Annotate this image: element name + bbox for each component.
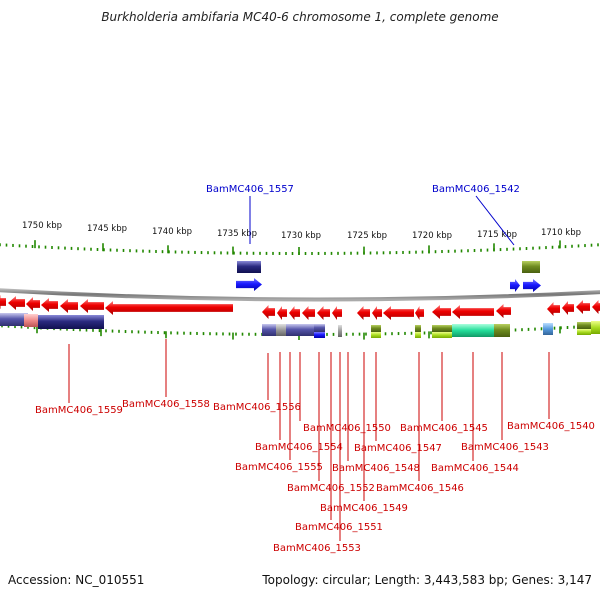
outer-tick-ring (0, 240, 599, 255)
gene-label: BamMC406_1546 (376, 483, 464, 494)
reverse-feature (577, 329, 591, 335)
reverse-gene (80, 299, 104, 313)
forward-gene (510, 279, 520, 292)
reverse-gene (357, 306, 370, 320)
forward-gene (523, 279, 541, 292)
reverse-feature (338, 325, 342, 337)
reverse-feature (432, 332, 452, 338)
gene-label: BamMC406_1545 (400, 423, 488, 434)
reverse-gene (383, 306, 414, 320)
reverse-feature (314, 324, 325, 332)
reverse-gene (317, 306, 330, 320)
gene-label: BamMC406_1559 (35, 405, 123, 416)
reverse-gene (576, 300, 590, 314)
gene-label: BamMC406_1544 (431, 463, 519, 474)
scale-label: 1745 kbp (87, 224, 127, 234)
reverse-gene (262, 305, 275, 319)
reverse-gene (41, 298, 58, 312)
reverse-gene (496, 304, 511, 318)
reverse-gene (452, 305, 494, 319)
reverse-feature (371, 325, 381, 332)
gene-label: BamMC406_1550 (303, 423, 391, 434)
reverse-feature (432, 325, 452, 332)
gene-label: BamMC406_1554 (255, 442, 343, 453)
reverse-gene (105, 301, 233, 315)
scale-label: 1715 kbp (477, 230, 517, 240)
reverse-gene (547, 302, 560, 316)
reverse-gene (332, 306, 342, 320)
reverse-feature (262, 324, 276, 336)
reverse-feature (591, 321, 600, 334)
reverse-feature (314, 332, 325, 338)
gene-label: BamMC406_1543 (461, 442, 549, 453)
gene-label: BamMC406_1540 (507, 421, 595, 432)
gene-label: BamMC406_1549 (320, 503, 408, 514)
reverse-feature (0, 313, 28, 326)
scale-label: 1720 kbp (412, 231, 452, 241)
reverse-feature (38, 315, 104, 329)
gene-label: BamMC406_1553 (273, 543, 361, 554)
forward-feature (522, 261, 540, 273)
reverse-feature (452, 324, 494, 337)
reverse-feature (577, 322, 591, 329)
reverse-gene (289, 306, 300, 320)
scale-label: 1750 kbp (22, 221, 62, 231)
reverse-feature (543, 323, 553, 335)
scale-label: 1710 kbp (541, 228, 581, 238)
accession-text: Accession: NC_010551 (8, 573, 145, 587)
reverse-feature (286, 324, 314, 336)
gene-label: BamMC406_1551 (295, 522, 383, 533)
gene-label: BamMC406_1548 (332, 463, 420, 474)
gene-label: BamMC406_1555 (235, 462, 323, 473)
map-title: Burkholderia ambifaria MC40-6 chromosome… (101, 10, 499, 24)
reverse-feature (494, 324, 510, 337)
reverse-gene (26, 297, 40, 311)
scale-label: 1730 kbp (281, 231, 321, 241)
reverse-gene (277, 306, 287, 320)
gene-label: BamMC406_1557 (206, 184, 294, 195)
scale-label: 1735 kbp (217, 229, 257, 239)
scale-label: 1740 kbp (152, 227, 192, 237)
reverse-gene (8, 296, 25, 310)
reverse-feature (415, 325, 421, 332)
gene-label: BamMC406_1558 (122, 399, 210, 410)
reverse-gene (372, 306, 382, 320)
reverse-gene (432, 305, 451, 319)
reverse-feature (415, 332, 421, 338)
reverse-gene (60, 299, 78, 313)
gene-label: BamMC406_1547 (354, 443, 442, 454)
scale-labels: 1750 kbp 1745 kbp 1740 kbp 1735 kbp 1730 kbp… (22, 221, 581, 241)
reverse-gene (302, 306, 315, 320)
callout-line (475, 195, 515, 246)
gene-label: BamMC406_1556 (213, 402, 301, 413)
reverse-gene (562, 301, 574, 315)
genome-backbone (0, 288, 600, 302)
forward-gene (236, 278, 262, 291)
reverse-feature (24, 314, 38, 327)
reverse-feature (371, 332, 381, 338)
gene-label: BamMC406_1542 (432, 184, 520, 195)
gene-callouts: BamMC406_1557 BamMC406_1542BamMC406_1559B… (35, 184, 595, 554)
forward-feature (237, 261, 261, 273)
reverse-gene (0, 295, 6, 309)
scale-label: 1725 kbp (347, 231, 387, 241)
reverse-gene (592, 300, 600, 314)
reverse-gene (415, 306, 424, 320)
genome-stats-text: Topology: circular; Length: 3,443,583 bp… (262, 573, 592, 587)
gene-features (0, 261, 600, 338)
reverse-feature (276, 324, 286, 336)
